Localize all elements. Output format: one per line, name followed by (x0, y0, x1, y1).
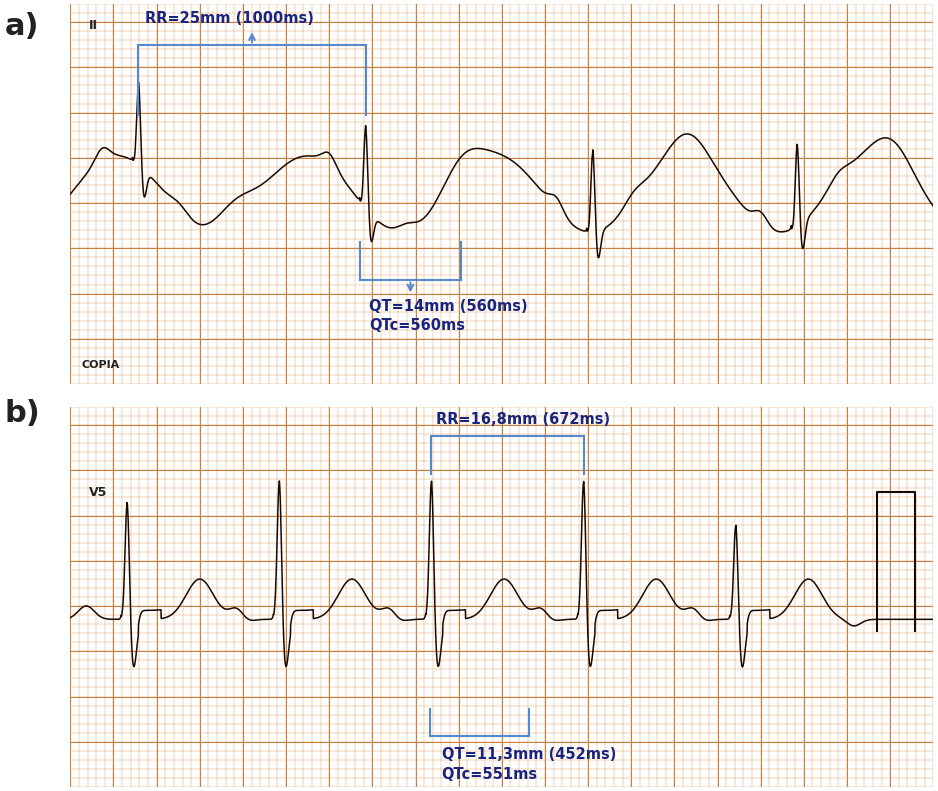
Text: a): a) (5, 12, 39, 41)
Text: COPIA: COPIA (82, 360, 120, 370)
Text: V5: V5 (88, 486, 107, 499)
Text: RR=16,8mm (672ms): RR=16,8mm (672ms) (436, 412, 610, 427)
Text: b): b) (5, 399, 40, 429)
Text: QT=11,3mm (452ms)
QTc=551ms: QT=11,3mm (452ms) QTc=551ms (442, 747, 616, 782)
Text: RR=25mm (1000ms): RR=25mm (1000ms) (145, 11, 314, 26)
Text: QT=14mm (560ms)
QTc=560ms: QT=14mm (560ms) QTc=560ms (369, 298, 527, 333)
Text: II: II (88, 19, 98, 32)
